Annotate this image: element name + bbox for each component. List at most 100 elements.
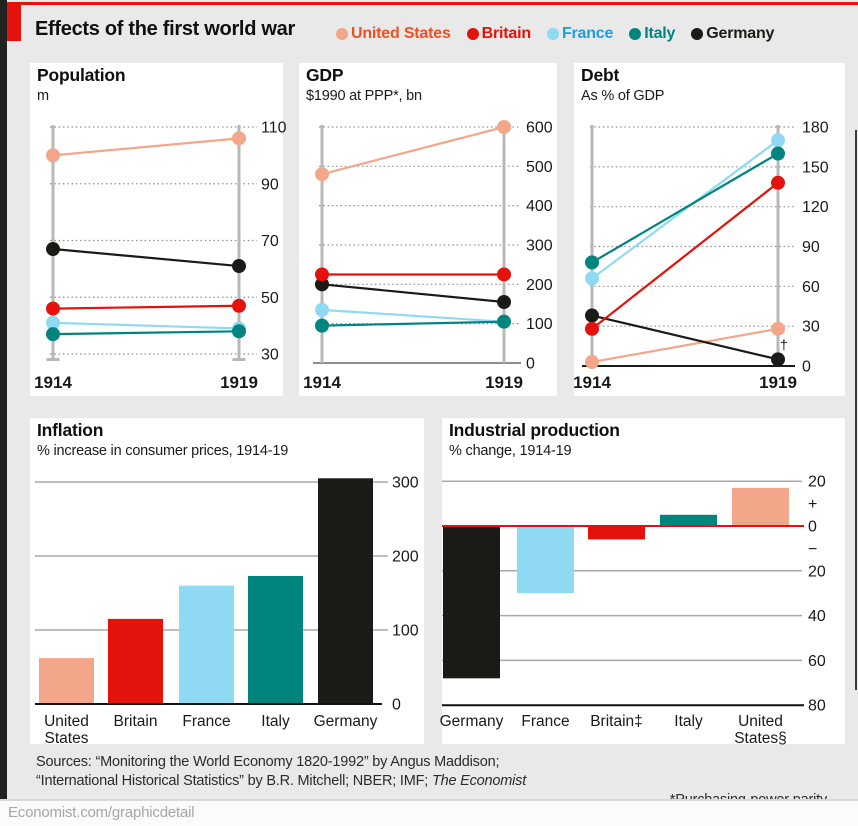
economist-red-tab	[7, 2, 21, 41]
tick-label: 100	[392, 623, 419, 640]
tick-label: 200	[526, 277, 553, 294]
dot-united-states-1914	[315, 167, 329, 182]
chart-subtitle: % increase in consumer prices, 1914-19	[37, 443, 289, 459]
industrial-production-chart: 20 +0 − 20 40 60 80 Germany France Britain‡ Italy U…	[440, 474, 826, 747]
graphicdetail-link[interactable]: Economist.com/graphicdetail	[8, 804, 195, 821]
category-label: States§	[734, 730, 787, 747]
series-line-britain	[52, 304, 240, 310]
category-label: Germany	[314, 713, 378, 730]
year-label: 1919	[485, 373, 523, 392]
dot-italy-1919	[497, 314, 511, 329]
page-title: Effects of the first world war	[35, 18, 295, 40]
tick-label: 0	[526, 355, 535, 372]
bottom-bar: Economist.com/graphicdetail	[0, 799, 858, 826]
chart-subtitle: m	[37, 88, 49, 104]
category-label: United	[44, 713, 89, 730]
axis-foot	[232, 358, 246, 361]
legend-label: United States	[351, 25, 451, 42]
tick-label: 600	[526, 120, 553, 137]
chart-title: Population	[37, 65, 126, 85]
tick-label: 150	[802, 159, 829, 176]
dot-france-1914	[46, 315, 60, 330]
category-label: Britain	[114, 713, 158, 730]
legend-dot-united-states	[336, 28, 348, 40]
panel-population: Population m 110 90 70 50 30 1914 1919	[30, 63, 287, 396]
bar-germany	[443, 526, 500, 679]
tick-label: 90	[802, 239, 820, 256]
series-line-france	[52, 321, 240, 330]
tick-label: 90	[261, 176, 279, 193]
legend-dot-france	[546, 28, 559, 40]
category-label: Britain‡	[590, 713, 643, 730]
series-line-britain	[591, 181, 779, 330]
year-label: 1919	[759, 373, 797, 392]
legend-label: France	[561, 25, 614, 42]
legend-label: Britain	[481, 25, 531, 42]
category-label: States	[45, 730, 89, 747]
series-line-germany	[321, 283, 505, 304]
bar-britain	[588, 526, 645, 540]
dot-italy-1919	[232, 324, 246, 339]
year-label: 1914	[573, 373, 611, 392]
dot-germany-1919	[232, 259, 246, 274]
tick-label: 30	[802, 319, 820, 336]
dot-germany-1919	[497, 295, 511, 310]
dot-italy-1914	[46, 327, 60, 342]
sources-line2: “International Historical Statistics” by…	[36, 773, 527, 789]
tick-label: 60	[802, 279, 820, 296]
dot-britain-1914	[315, 267, 329, 282]
bar-britain	[108, 618, 163, 704]
tick-label: 20	[808, 474, 826, 491]
panel-inflation: Inflation % increase in consumer prices,…	[30, 418, 424, 747]
dot-united-states-1914	[46, 148, 60, 163]
sources-line1: Sources: “Monitoring the World Economy 1…	[36, 754, 500, 770]
tick-label: 400	[526, 198, 553, 215]
legend-dot-germany	[691, 28, 704, 40]
dot-britain-1919	[497, 267, 511, 282]
series-line-united-states	[52, 137, 240, 157]
dot-britain-1914	[46, 301, 60, 316]
legend-item-britain: Britain	[466, 25, 531, 43]
axis-foot	[46, 358, 60, 361]
tick-label: 0	[802, 359, 811, 376]
tick-label: −	[808, 541, 817, 558]
dot-britain-1919	[232, 298, 246, 313]
panel-debt: Debt As % of GDP 180 150 120 90 60 30 0 1914 191…	[573, 63, 845, 396]
bar-france	[179, 585, 234, 704]
tick-label: 180	[802, 120, 829, 137]
bar-united-states	[39, 658, 94, 704]
dot-united-states-1914	[585, 355, 599, 370]
dot-united-states-1919	[497, 120, 511, 134]
bar-france	[517, 526, 574, 594]
dot-france-1914	[315, 302, 329, 317]
year-label: 1914	[303, 373, 341, 392]
population-chart: 110 90 70 50 30 1914 1919	[34, 120, 287, 393]
legend-item-germany: Germany	[691, 25, 774, 43]
tick-label: 110	[261, 120, 287, 137]
year-label: 1919	[220, 373, 258, 392]
bar-united-states	[732, 487, 789, 526]
dot-germany-1919	[771, 352, 785, 367]
sources-italic: The Economist	[431, 773, 527, 789]
chart-title: GDP	[306, 65, 344, 85]
dot-italy-1919	[771, 146, 785, 161]
category-label: France	[521, 713, 569, 730]
tick-label: 60	[808, 653, 826, 670]
chart-subtitle: As % of GDP	[581, 88, 665, 104]
series-line-germany	[591, 314, 779, 361]
panel-industrial-production: Industrial production % change, 1914-19 …	[440, 418, 845, 747]
dot-germany-1914	[315, 277, 329, 292]
tick-label: 500	[526, 159, 553, 176]
panel-gdp: GDP $1990 at PPP*, bn 600 500 400 300 200 100…	[299, 63, 557, 396]
legend-item-italy: Italy	[629, 25, 675, 43]
legend-dot-italy	[629, 28, 642, 40]
series-line-united-states	[321, 125, 505, 176]
dot-britain-1919	[771, 175, 785, 190]
legend-item-france: France	[546, 25, 614, 43]
dot-britain-1914	[585, 321, 599, 336]
tick-label: +	[808, 496, 817, 513]
dagger-annotation: †	[780, 336, 788, 352]
legend-item-united-states: United States	[336, 25, 451, 43]
legend-dot-britain	[466, 28, 479, 40]
tick-label: 300	[526, 237, 553, 254]
